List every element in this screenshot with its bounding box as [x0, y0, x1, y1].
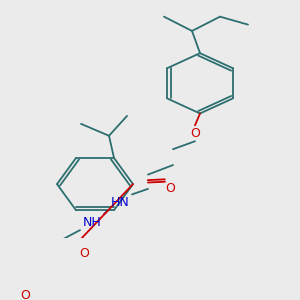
Text: NH: NH [82, 216, 101, 229]
Text: O: O [190, 127, 200, 140]
Text: O: O [79, 248, 89, 260]
Text: HN: HN [111, 196, 129, 209]
Text: O: O [165, 182, 175, 195]
Text: O: O [20, 289, 30, 300]
